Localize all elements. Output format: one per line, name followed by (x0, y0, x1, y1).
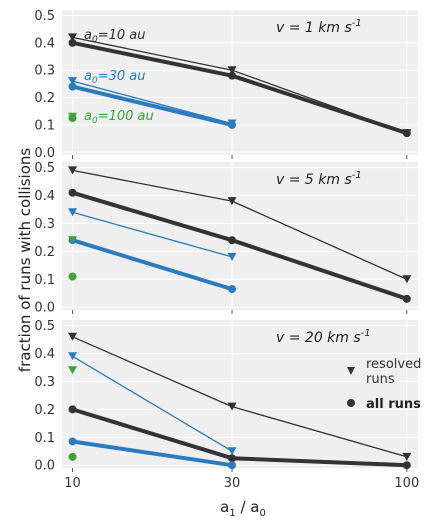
point-a100-all (68, 114, 77, 123)
point-a10-all (402, 294, 411, 303)
panels: 0.0 0.1 0.2 0.3 0.4 0.5 v = 1 km s-1 a0=10 au a0… (34, 9, 419, 491)
point-a30-all (68, 82, 77, 91)
legend-resolved-marker (347, 367, 355, 375)
velocity-label: v = 20 km s-1 (276, 328, 371, 346)
legend-all-marker (347, 399, 355, 407)
y-axis-label: fraction of runs with collisions (16, 148, 34, 373)
series-line-a30-all (71, 238, 233, 292)
series-line-a30-all (72, 84, 233, 127)
x-tick-label: 30 (224, 476, 241, 491)
legend-resolved-label-line1: resolved (366, 357, 421, 372)
x-tick-label: 10 (64, 476, 81, 491)
point-a30-resolved (227, 447, 237, 456)
point-a30-all (228, 285, 237, 294)
point-a10-resolved (402, 275, 412, 284)
series-label-a30: a0=30 au (84, 69, 145, 86)
point-a100-all (68, 452, 77, 461)
y-tick-label: 0.4 (34, 36, 55, 51)
point-a30-all (228, 120, 237, 129)
x-axis-label: a1 / a0 (220, 498, 266, 519)
y-tick-label: 0.3 (34, 217, 55, 232)
point-a30-resolved (68, 77, 78, 86)
legend-all-label: all runs (366, 397, 421, 412)
y-tick-label: 0.4 (34, 347, 55, 362)
chart-panel-2: 0.0 0.1 0.2 0.3 0.4 0.5 v = 5 km s-1 (34, 161, 418, 316)
point-a30-resolved (227, 252, 237, 261)
series-label-a10: a0=10 au (84, 28, 145, 45)
panel-background (62, 10, 418, 155)
legend: resolved runs all runs (347, 357, 421, 412)
y-tick-label: 0.2 (34, 403, 55, 418)
point-a10-all (228, 236, 237, 245)
point-a30-all (68, 437, 77, 446)
y-tick-label: 0.5 (34, 161, 55, 176)
point-a10-resolved (227, 66, 237, 75)
series-line-a30-resolved (72, 355, 233, 452)
velocity-label: v = 1 km s-1 (276, 18, 362, 36)
point-a10-all (228, 71, 237, 80)
x-tick-label: 100 (394, 476, 419, 491)
panel-background (62, 320, 418, 468)
y-tick-label: 0.0 (34, 459, 55, 474)
y-tick-label: 0.2 (34, 91, 55, 106)
y-tick-label: 0.1 (34, 118, 55, 133)
point-a100-resolved (68, 236, 78, 245)
point-a30-all (228, 461, 237, 470)
point-a10-resolved (227, 402, 237, 411)
point-a10-resolved (68, 332, 78, 341)
point-a30-resolved (68, 352, 78, 361)
point-a30-resolved (68, 208, 78, 217)
point-a10-all (402, 129, 411, 138)
series-line-a30-resolved (72, 211, 233, 258)
y-tick-label: 0.5 (34, 319, 55, 334)
chart-panel-3: 0.0 0.1 0.2 0.3 0.4 0.5 10 30 100 v = 20 km s-1 (34, 319, 419, 491)
point-a10-all (68, 188, 77, 197)
point-a100-all (68, 272, 77, 281)
series-line-a30-all (72, 439, 233, 468)
y-tick-label: 0.3 (34, 375, 55, 390)
point-a100-resolved (68, 366, 78, 375)
legend-resolved-label-line2: runs (366, 372, 395, 387)
point-a10-all (68, 38, 77, 47)
point-a10-resolved (402, 452, 412, 461)
series-label-a100: a0=100 au (84, 109, 154, 126)
y-tick-label: 0.5 (34, 9, 55, 24)
series-line-a30-resolved (72, 80, 233, 125)
panel-background (62, 162, 418, 310)
point-a10-resolved (68, 33, 78, 42)
y-tick-label: 0.0 (34, 146, 55, 161)
point-a10-all (402, 461, 411, 470)
y-tick-label: 0.3 (34, 64, 55, 79)
y-tick-label: 0.0 (34, 301, 55, 316)
y-tick-label: 0.1 (34, 273, 55, 288)
point-a10-resolved (227, 197, 237, 206)
y-tick-label: 0.1 (34, 431, 55, 446)
chart-panel-1: 0.0 0.1 0.2 0.3 0.4 0.5 v = 1 km s-1 a0=10 au a0… (34, 9, 418, 161)
point-a10-resolved (68, 166, 78, 175)
velocity-label: v = 5 km s-1 (276, 170, 362, 188)
point-a10-all (68, 405, 77, 414)
point-a10-all (228, 454, 237, 463)
y-tick-label: 0.4 (34, 189, 55, 204)
y-tick-label: 0.2 (34, 245, 55, 260)
